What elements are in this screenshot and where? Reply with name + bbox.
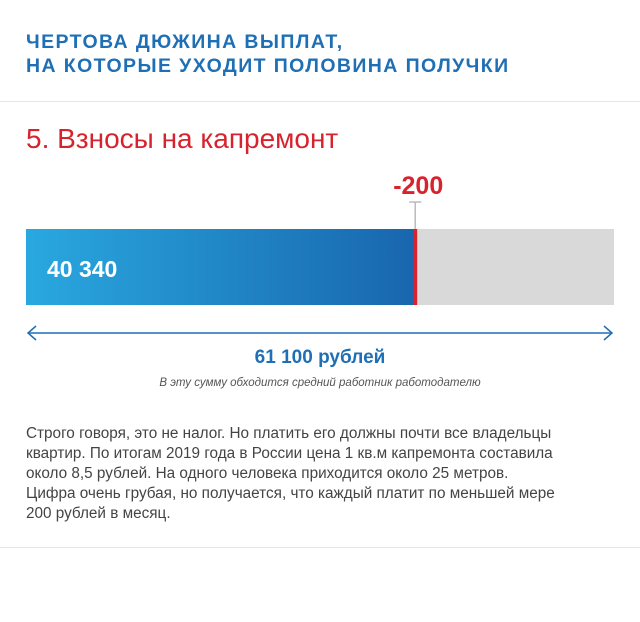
bar-segment-deduction [413,229,418,305]
bar-segment-main [26,229,415,305]
bar-chart: 40 340 -200 [26,172,614,341]
total-note: В эту сумму обходится средний работник р… [159,377,481,389]
total-span-arrow-left [26,325,37,341]
bar-segment-remainder [417,229,614,305]
body-line: Строго говоря, это не налог. Но платить … [26,425,552,442]
bar-value-label: 40 340 [47,256,117,282]
total-label: 61 100 рублей [254,347,386,368]
body-line: Цифра очень грубая, но получается, что к… [26,485,555,502]
header-line-2: НА КОТОРЫЕ УХОДИТ ПОЛОВИНА ПОЛУЧКИ [26,55,510,77]
infographic-header: ЧЕРТОВА ДЮЖИНА ВЫПЛАТ, НА КОТОРЫЕ УХОДИТ… [26,30,626,78]
header-line-1: ЧЕРТОВА ДЮЖИНА ВЫПЛАТ, [26,31,344,53]
top-divider [0,101,640,102]
body-line: квартир. По итогам 2019 года в России це… [26,445,553,462]
body-paragraph: Строго говоря, это не налог. Но платить … [26,424,616,524]
bottom-divider [0,547,640,548]
deduction-value-label: -200 [393,172,443,200]
total-span-arrow-right [603,325,614,341]
body-line: около 8,5 рублей. На одного человека при… [26,465,509,482]
section-title: 5. Взносы на капремонт [26,123,339,154]
body-line: 200 рублей в месяц. [26,505,171,522]
